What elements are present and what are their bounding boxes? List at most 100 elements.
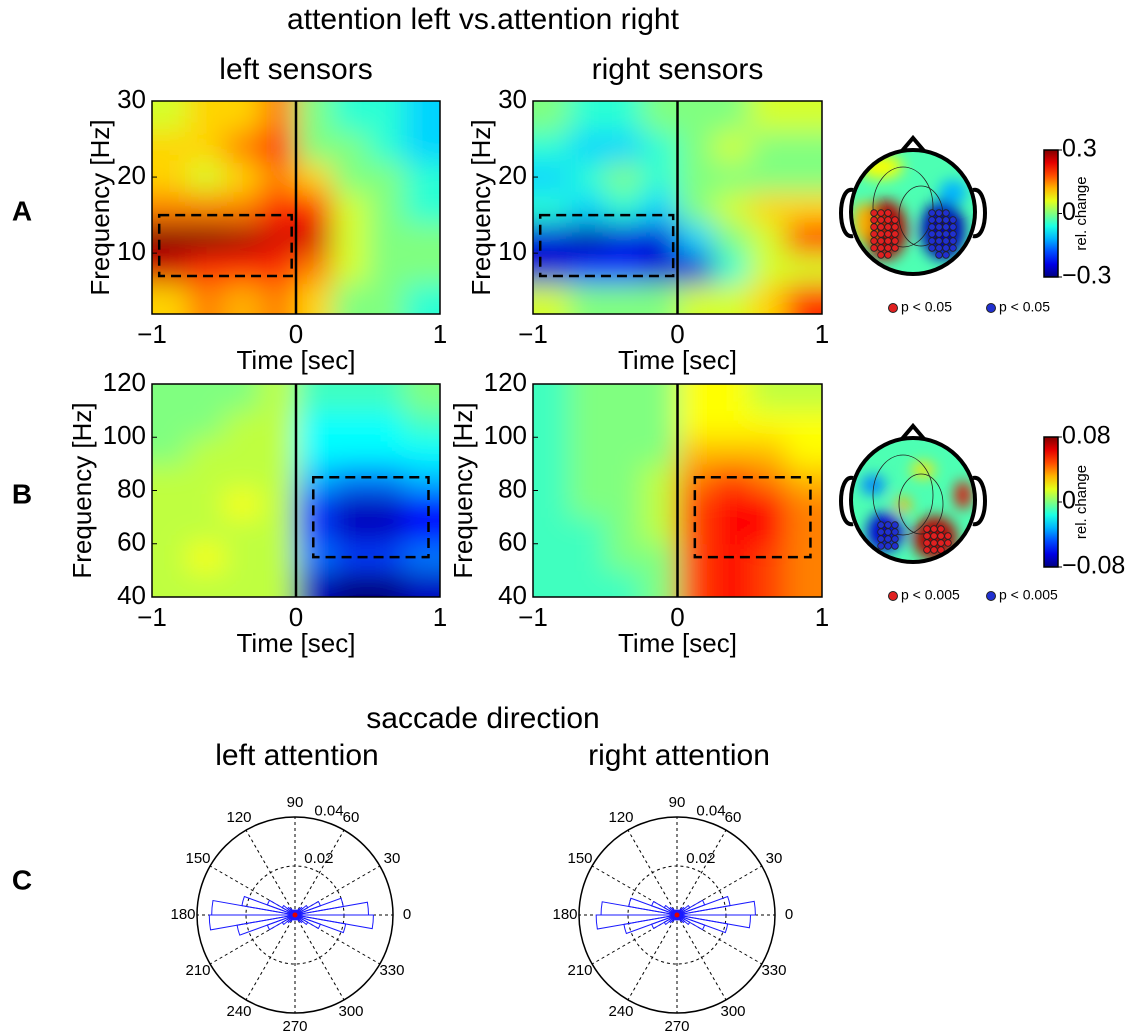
- heatmap-cell: [749, 410, 787, 438]
- heatmap-cell: [605, 253, 642, 285]
- angle-label: 210: [185, 962, 210, 979]
- heatmap-cell: [713, 490, 751, 518]
- angle-label: 300: [338, 1003, 363, 1020]
- sensor-dot: [928, 244, 936, 252]
- heatmap-cell: [749, 192, 787, 224]
- heatmap-cell: [152, 437, 189, 465]
- x-tick-label: 0: [289, 602, 303, 632]
- heatmap-cell: [749, 437, 787, 465]
- heatmap-cell: [785, 490, 822, 518]
- heatmap-cell: [368, 517, 405, 545]
- heatmap-cell: [605, 192, 642, 224]
- sensor-dot: [935, 216, 943, 224]
- y-axis-label: Frequency [Hz]: [466, 119, 496, 295]
- y-tick-label: 40: [117, 580, 146, 610]
- x-tick-label: 0: [670, 319, 684, 349]
- topo-contour: [898, 473, 944, 535]
- x-axis-label: Time [sec]: [618, 628, 737, 658]
- sensor-dot: [942, 230, 950, 238]
- colorbar: [1043, 436, 1059, 568]
- heatmap-cell: [569, 463, 606, 491]
- rose-bar: [266, 914, 296, 931]
- heatmap-cell: [224, 222, 261, 254]
- heatmap-cell: [569, 161, 606, 193]
- section-title: saccade direction: [366, 702, 599, 735]
- heatmap-cell: [224, 384, 261, 412]
- sensor-dot: [923, 539, 931, 547]
- heatmap-cell: [785, 101, 822, 132]
- heatmap-cell: [641, 222, 678, 254]
- heatmap-cell: [332, 101, 369, 132]
- heatmap-cell: [713, 384, 751, 412]
- heatmap-cell: [188, 490, 225, 518]
- panel-label: A: [12, 195, 32, 226]
- heatmap-cell: [605, 437, 642, 465]
- sensor-dot: [877, 237, 885, 245]
- angle-label: 90: [287, 794, 304, 811]
- heatmap-cell: [677, 222, 715, 254]
- heatmap-cell: [605, 410, 642, 438]
- head-ear: [972, 475, 987, 527]
- heatmap-cell: [533, 283, 570, 314]
- heatmap-cell: [260, 490, 297, 518]
- heatmap-cell: [188, 192, 225, 224]
- sensor-dot: [891, 230, 899, 238]
- heatmap-cell: [533, 463, 570, 491]
- heatmap-cell: [641, 543, 678, 571]
- heatmap-cell: [569, 101, 606, 132]
- heatmap-cell: [533, 490, 570, 518]
- roi-box: [538, 213, 675, 278]
- rose-bar: [294, 904, 309, 916]
- sensor-dot: [949, 230, 957, 238]
- x-tick-label: −1: [518, 319, 548, 349]
- sensor-dot: [870, 244, 878, 252]
- y-tick-label: 30: [498, 84, 527, 114]
- rose-bar: [281, 914, 296, 926]
- heatmap-cell: [152, 410, 189, 438]
- figure-title: attention left vs.attention right: [287, 3, 680, 36]
- legend-label: p < 0.005: [999, 587, 1058, 603]
- heatmap-cell: [569, 131, 606, 163]
- heatmap-cell: [188, 253, 225, 285]
- sensor-dot: [884, 209, 892, 217]
- heatmap-cell: [569, 437, 606, 465]
- heatmap-cell: [260, 517, 297, 545]
- y-tick-label: 30: [117, 84, 146, 114]
- heatmap-cell: [713, 222, 751, 254]
- angle-label: 0: [403, 906, 411, 923]
- sensor-dot: [942, 216, 950, 224]
- angle-label: 270: [664, 1018, 689, 1035]
- heatmap-cell: [569, 490, 606, 518]
- heatmap-cell: [605, 384, 642, 412]
- heatmap-cell: [368, 253, 405, 285]
- x-axis-label: Time [sec]: [237, 628, 356, 658]
- sensor-dot: [942, 209, 950, 217]
- heatmap-cell: [260, 543, 297, 571]
- heatmap-cell: [404, 283, 440, 314]
- angle-label: 30: [766, 850, 783, 867]
- angle-grid-line: [294, 914, 345, 1001]
- heatmap-cell: [260, 570, 297, 597]
- heatmap-cell: [533, 437, 570, 465]
- heatmap-cell: [641, 192, 678, 224]
- heatmap-cell: [569, 253, 606, 285]
- heatmap-cell: [404, 253, 440, 285]
- sensor-dot: [877, 216, 885, 224]
- heatmap-cell: [332, 253, 369, 285]
- heatmap-cell: [785, 283, 822, 314]
- heatmap-cell: [188, 161, 225, 193]
- heatmap-cell: [296, 131, 333, 163]
- y-tick-label: 120: [103, 367, 146, 397]
- colorbar-tick-label: 0.08: [1062, 422, 1111, 450]
- heatmap-cell: [569, 283, 606, 314]
- rose-bar: [676, 904, 691, 916]
- roi-box: [157, 213, 293, 278]
- heatmap-cell: [368, 384, 405, 412]
- heatmap-cell: [224, 517, 261, 545]
- heatmap-cell: [713, 253, 751, 285]
- radial-tick-label: 0.04: [314, 802, 343, 819]
- heatmap-cell: [368, 192, 405, 224]
- sensor-dot: [928, 216, 936, 224]
- heatmap-cell: [260, 410, 297, 438]
- x-tick-label: 1: [815, 602, 829, 632]
